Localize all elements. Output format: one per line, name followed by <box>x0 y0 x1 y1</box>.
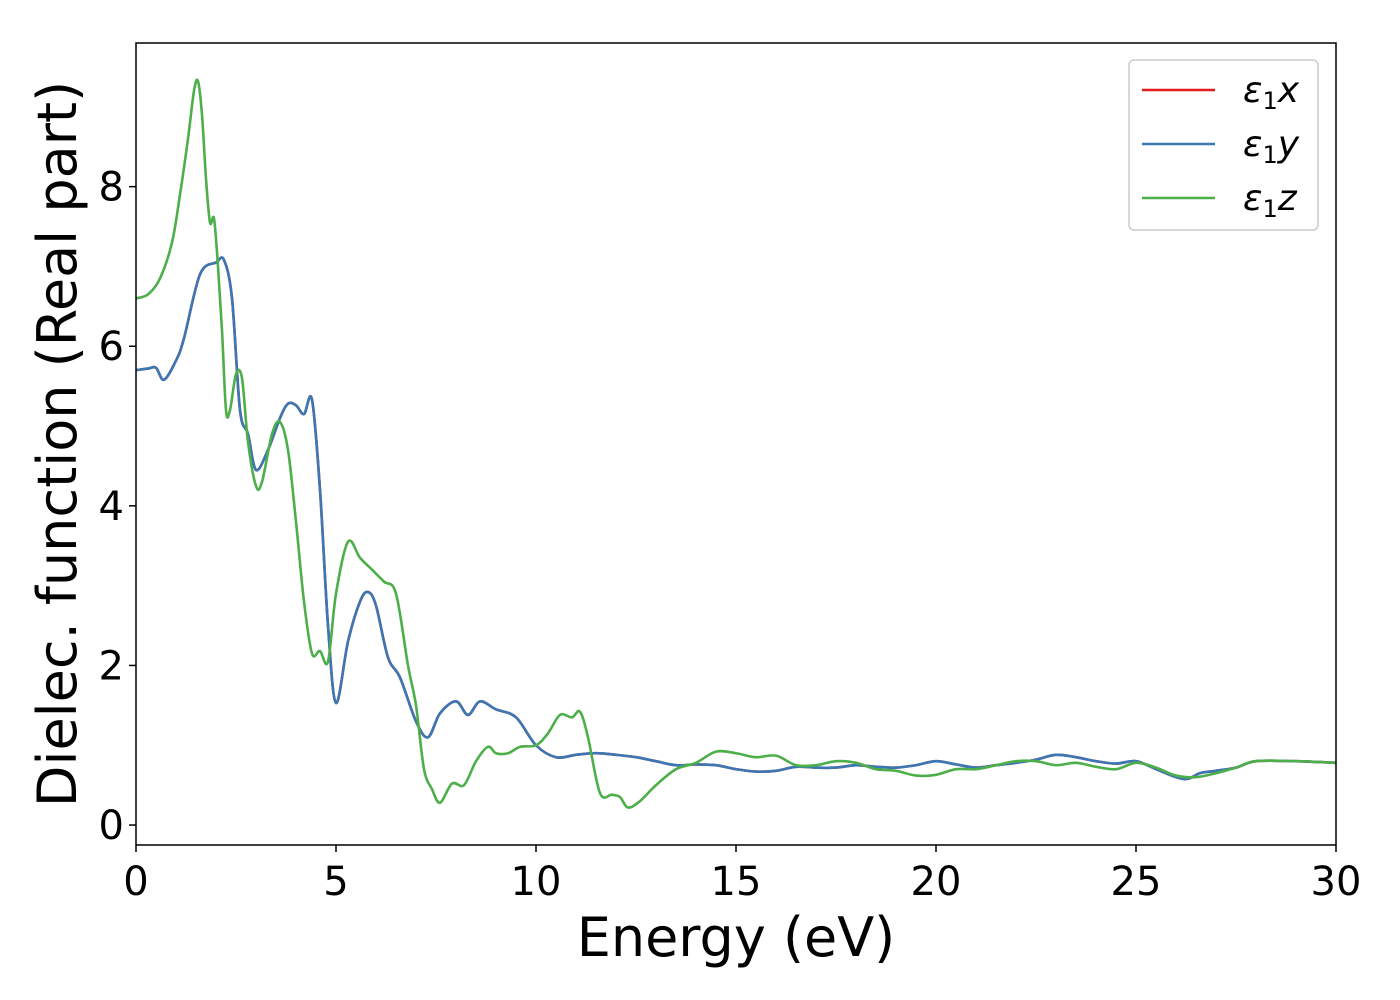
x-tick-label: 10 <box>511 859 562 905</box>
legend: ε1x ε1y ε1z <box>1128 59 1319 231</box>
y-tick-label: 6 <box>99 324 124 370</box>
x-tick-label: 0 <box>123 859 148 905</box>
x-tick-label: 5 <box>323 859 348 905</box>
y-tick-label: 0 <box>99 803 124 849</box>
y-tick-label: 2 <box>99 643 124 689</box>
series-line-1 <box>135 256 1337 781</box>
y-ticks: 0 2 4 6 8 <box>99 165 136 849</box>
x-axis-title: Energy (eV) <box>577 906 896 969</box>
series-line-2 <box>135 256 1337 781</box>
legend-label-3: ε1z <box>1243 178 1298 223</box>
legend-label-2: ε1y <box>1243 124 1300 169</box>
y-tick-label: 8 <box>99 165 124 211</box>
plot-area: 0 5 10 15 20 25 30 0 2 4 6 8 <box>99 42 1361 905</box>
y-tick-label: 4 <box>99 484 124 530</box>
x-tick-label: 15 <box>711 859 762 905</box>
legend-box <box>1128 59 1319 231</box>
x-tick-label: 20 <box>911 859 962 905</box>
x-ticks: 0 5 10 15 20 25 30 <box>123 845 1361 905</box>
legend-label-1: ε1x <box>1243 70 1300 115</box>
series-layer <box>135 78 1337 809</box>
y-axis-title: Dielec. function (Real part) <box>26 81 89 807</box>
x-tick-label: 30 <box>1311 859 1362 905</box>
series-line-3 <box>135 78 1337 809</box>
x-tick-label: 25 <box>1111 859 1162 905</box>
